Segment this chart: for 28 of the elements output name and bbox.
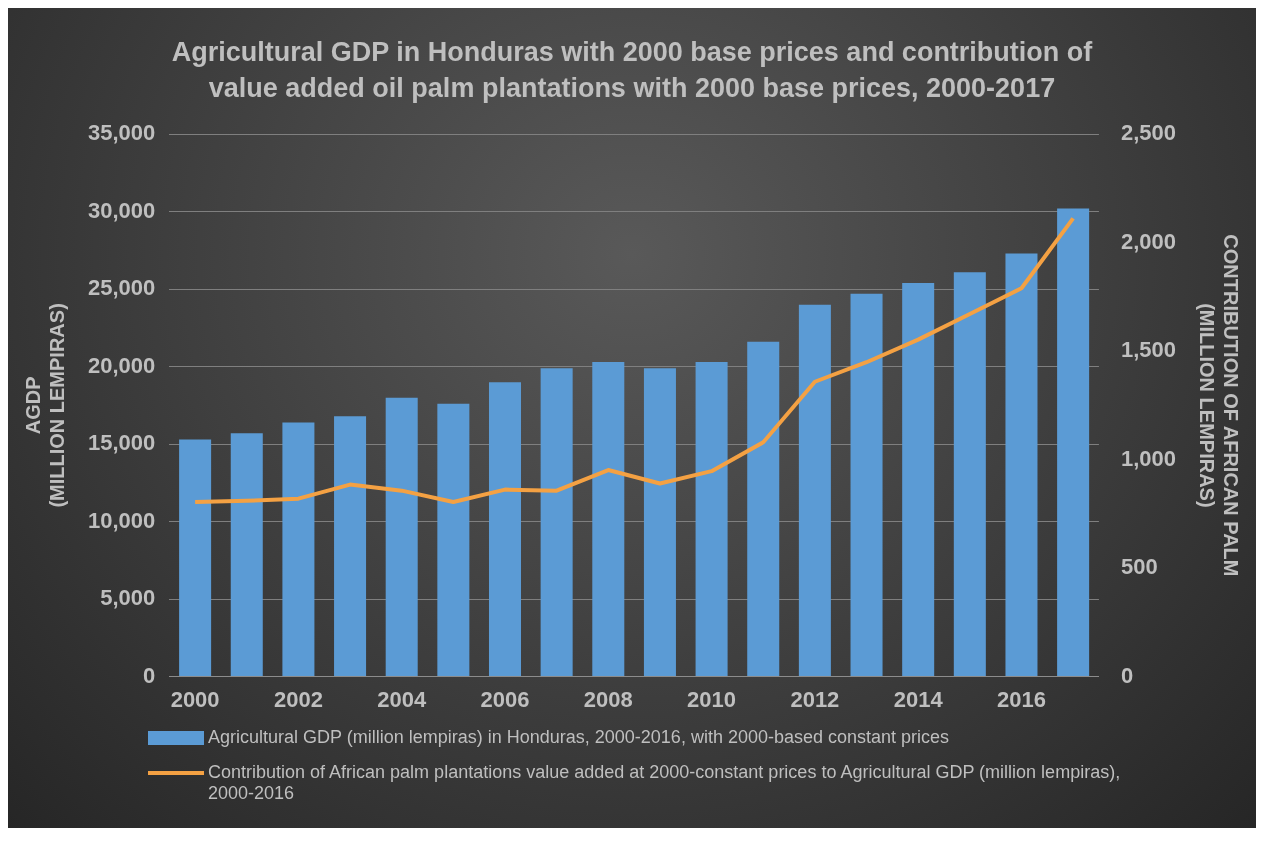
y-tick-label: 30,000 xyxy=(87,197,156,223)
y-tick-label: 35,000 xyxy=(87,120,156,146)
y2-tick-label: 500 xyxy=(1120,554,1158,580)
legend-label: Agricultural GDP (million lempiras) in Honduras, 2000-2016, with 2000-based constant prices xyxy=(208,726,950,748)
x-tick-label: 2014 xyxy=(893,686,944,712)
x-tick-label: 2006 xyxy=(480,686,530,712)
x-tick-label: 2008 xyxy=(583,686,633,712)
legend-label: Contribution of African palm plantations value added at 2000-constant prices to Agricultural GDP (million lempiras), 2000-2016 xyxy=(208,761,1122,804)
y2-tick-label: 1,500 xyxy=(1120,337,1177,363)
chart-title: Agricultural GDP in Honduras with 2000 base prices and contribution of value added oil palm plantations with 2000 base prices, 2000-2017 xyxy=(170,36,1094,106)
y-tick-label: 0 xyxy=(143,662,156,688)
y2-axis-title: CONTRIBUTION OF AFRICAN PALM (MILLION LEMPIRAS) xyxy=(1196,234,1243,577)
x-tick-label: 2016 xyxy=(997,686,1046,712)
y-tick-label: 15,000 xyxy=(87,430,156,456)
x-tick-label: 2002 xyxy=(273,686,323,712)
x-tick-label: 2000 xyxy=(170,686,220,712)
y2-tick-label: 2,500 xyxy=(1120,120,1177,146)
y-tick-label: 20,000 xyxy=(87,352,156,378)
y2-tick-label: 0 xyxy=(1120,662,1134,688)
y-tick-label: 5,000 xyxy=(100,585,156,611)
x-tick-label: 2004 xyxy=(377,686,427,712)
y-tick-label: 25,000 xyxy=(87,275,156,301)
x-tick-label: 2012 xyxy=(790,686,840,712)
y2-tick-label: 1,000 xyxy=(1120,445,1177,471)
y-axis-title: AGDP (MILLION LEMPIRAS) xyxy=(21,303,68,508)
y2-tick-label: 2,000 xyxy=(1120,228,1177,254)
x-tick-label: 2010 xyxy=(687,686,737,712)
y-tick-label: 10,000 xyxy=(87,507,156,533)
